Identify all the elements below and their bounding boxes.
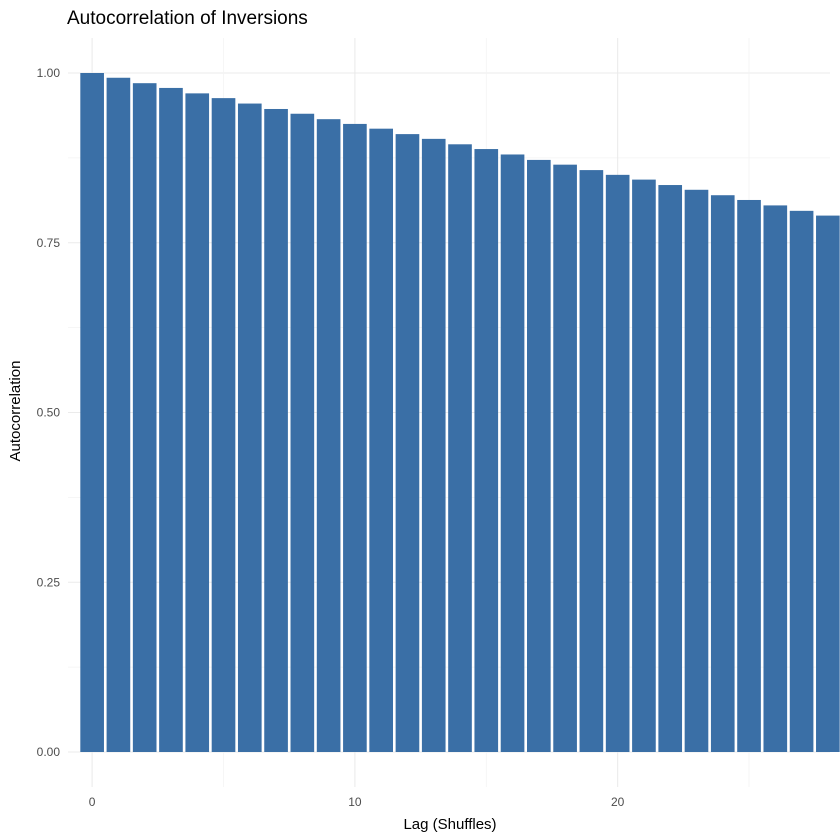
x-tick-label: 20 (611, 795, 625, 809)
x-axis-title: Lag (Shuffles) (403, 816, 496, 833)
bar-lag-28 (816, 215, 840, 753)
y-tick-label: 0.75 (37, 236, 61, 250)
bar-lag-9 (316, 119, 341, 752)
x-tick-label: 0 (89, 795, 96, 809)
bar-lag-2 (132, 83, 157, 752)
bar-lag-8 (290, 113, 315, 753)
y-tick-label: 0.25 (37, 575, 61, 589)
y-tick-label: 1.00 (37, 66, 61, 80)
bar-lag-25 (737, 199, 761, 752)
bar-lag-3 (159, 87, 183, 753)
bar-lag-19 (579, 170, 604, 753)
bar-lag-12 (395, 134, 420, 753)
x-axis-ticks: 0 10 20 (89, 795, 625, 809)
bar-lag-4 (185, 93, 210, 753)
bar-lag-18 (553, 164, 577, 753)
bar-lag-14 (448, 144, 472, 753)
bar-lag-22 (658, 185, 683, 752)
bar-lag-11 (369, 128, 393, 753)
bar-lag-5 (211, 98, 236, 753)
y-tick-label: 0.50 (37, 406, 61, 420)
bar-lag-20 (605, 174, 630, 753)
chart-title: Autocorrelation of Inversions (67, 8, 308, 29)
bar-lag-0 (80, 73, 104, 752)
bar-lag-17 (527, 159, 551, 753)
x-tick-label: 10 (348, 795, 362, 809)
bars (80, 73, 840, 753)
bar-lag-1 (106, 77, 131, 753)
bar-lag-27 (789, 210, 814, 752)
y-axis-title: Autocorrelation (7, 361, 24, 462)
bar-lag-16 (500, 154, 525, 753)
bar-lag-23 (684, 189, 709, 753)
bar-lag-13 (421, 138, 446, 752)
bar-lag-21 (632, 179, 656, 752)
bar-lag-15 (474, 149, 499, 753)
bar-lag-24 (710, 195, 735, 753)
bar-lag-10 (343, 123, 367, 753)
y-axis-ticks: 0.00 0.25 0.50 0.75 1.00 (37, 66, 61, 759)
y-tick-label: 0.00 (37, 745, 61, 759)
bar-lag-6 (237, 103, 262, 753)
bar-lag-7 (264, 108, 288, 752)
bar-lag-26 (763, 205, 788, 752)
